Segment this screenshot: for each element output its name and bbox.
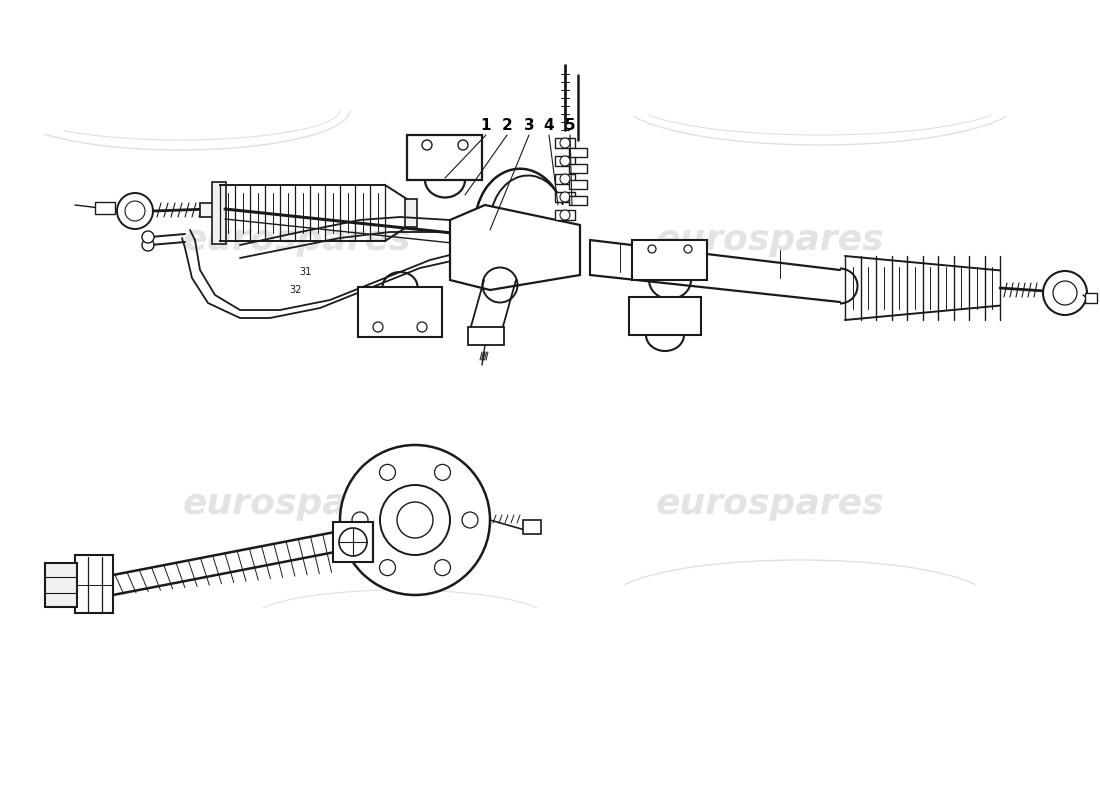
Circle shape <box>684 245 692 253</box>
Circle shape <box>434 464 451 480</box>
Circle shape <box>373 322 383 332</box>
Circle shape <box>434 560 451 576</box>
Bar <box>405 199 417 227</box>
Text: 31: 31 <box>299 267 311 277</box>
Text: eurospares: eurospares <box>183 487 411 521</box>
Circle shape <box>1053 281 1077 305</box>
Circle shape <box>352 512 368 528</box>
Circle shape <box>142 231 154 243</box>
Circle shape <box>560 210 570 220</box>
Circle shape <box>417 322 427 332</box>
Polygon shape <box>450 205 580 290</box>
Bar <box>632 240 707 280</box>
Text: 3: 3 <box>524 118 535 133</box>
Circle shape <box>142 239 154 251</box>
Bar <box>569 180 587 189</box>
Circle shape <box>379 560 396 576</box>
Bar <box>556 138 575 148</box>
Bar <box>556 210 575 220</box>
Bar <box>75 555 113 613</box>
Text: 5: 5 <box>564 118 575 133</box>
Bar <box>569 196 587 205</box>
Circle shape <box>340 445 490 595</box>
Circle shape <box>422 140 432 150</box>
Text: eurospares: eurospares <box>183 223 411 257</box>
Circle shape <box>560 192 570 202</box>
Circle shape <box>379 464 396 480</box>
Circle shape <box>648 245 656 253</box>
Bar <box>556 174 575 184</box>
Bar <box>333 522 373 562</box>
Circle shape <box>458 140 468 150</box>
Circle shape <box>117 193 153 229</box>
Bar <box>468 327 504 345</box>
Circle shape <box>397 502 433 538</box>
Text: 4: 4 <box>543 118 554 133</box>
Bar <box>200 203 214 217</box>
Bar <box>569 164 587 173</box>
Bar <box>1085 293 1097 303</box>
Text: eurospares: eurospares <box>656 487 884 521</box>
Circle shape <box>339 528 367 556</box>
Circle shape <box>125 201 145 221</box>
Text: 2: 2 <box>502 118 513 133</box>
Bar <box>569 148 587 157</box>
Circle shape <box>560 156 570 166</box>
Text: eurospares: eurospares <box>656 223 884 257</box>
Circle shape <box>560 138 570 148</box>
Text: 32: 32 <box>289 285 301 295</box>
Bar <box>407 135 482 180</box>
Bar <box>556 156 575 166</box>
Text: 1: 1 <box>481 118 492 133</box>
Bar <box>212 182 226 244</box>
Bar <box>629 297 701 335</box>
Circle shape <box>560 174 570 184</box>
Circle shape <box>1043 271 1087 315</box>
Bar <box>556 192 575 202</box>
Bar <box>95 202 116 214</box>
Bar <box>45 563 77 607</box>
Circle shape <box>462 512 478 528</box>
Bar <box>358 287 442 337</box>
Bar <box>522 520 541 534</box>
Circle shape <box>379 485 450 555</box>
